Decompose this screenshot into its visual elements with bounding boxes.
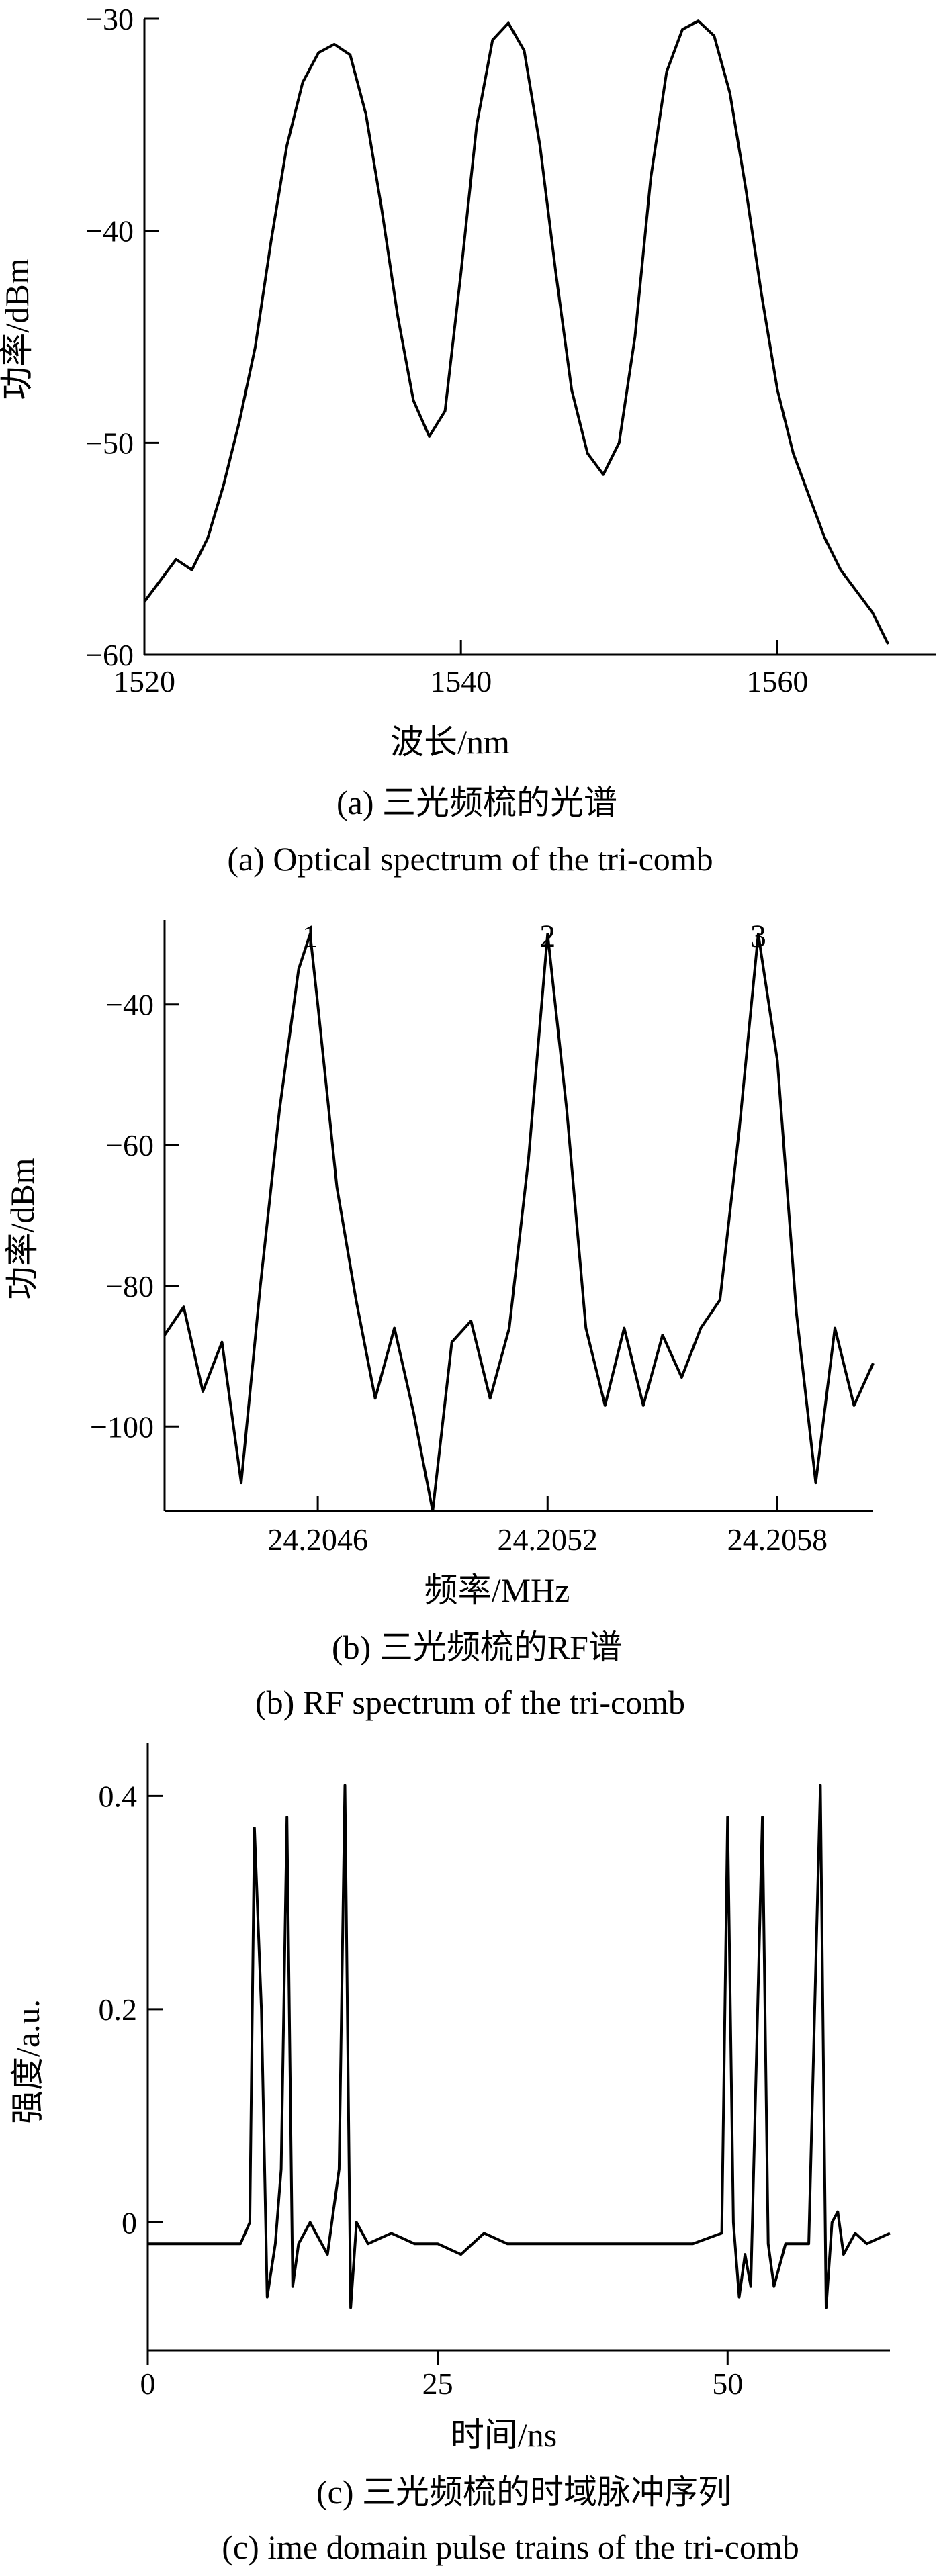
panel-a-ylabel: 功率/dBm <box>0 258 36 400</box>
peak-label: 1 <box>302 919 318 954</box>
panel-b-caption-en: (b) RF spectrum of the tri-comb <box>255 1684 685 1721</box>
x-tick-label: 1520 <box>114 664 175 698</box>
panel-c-pulse-trains: 0.4 0.2 0 0 25 50 强度/a.u. 时间/ns (c) 三光频梳的时域脉冲… <box>9 1743 891 2566</box>
panel-b-rf-spectrum: −40 −60 −80 −100 24.2046 24.2052 24.2058 1 2 3 功率… <box>3 919 875 1721</box>
y-tick-label: −80 <box>105 1269 154 1303</box>
panel-c-ylabel: 强度/a.u. <box>9 1999 46 2124</box>
panel-a-caption-en: (a) Optical spectrum of the tri-comb <box>227 840 713 878</box>
y-tick-label: −40 <box>85 214 134 248</box>
x-tick-label: 24.2052 <box>498 1522 598 1557</box>
y-tick-label: 0.4 <box>99 1779 138 1813</box>
panel-b-caption-cn: (b) 三光频梳的RF谱 <box>332 1628 622 1666</box>
panel-c-caption-cn: (c) 三光频梳的时域脉冲序列 <box>316 2473 731 2511</box>
panel-b-ylabel: 功率/dBm <box>3 1158 41 1299</box>
series-line <box>163 933 875 1512</box>
panel-c-plot-area: 0.4 0.2 0 0 25 50 <box>99 1743 891 2401</box>
y-tick-label: −60 <box>85 638 134 672</box>
x-tick-label: 1540 <box>430 664 492 698</box>
x-tick-label: 1560 <box>746 664 808 698</box>
y-tick-label: −100 <box>90 1410 154 1444</box>
y-tick-label: −30 <box>85 2 134 36</box>
panel-c-caption-en: (c) ime domain pulse trains of the tri-c… <box>222 2528 799 2566</box>
x-tick-label: 50 <box>712 2366 743 2401</box>
y-tick-label: −60 <box>105 1128 154 1162</box>
y-tick-label: 0.2 <box>99 1992 138 2027</box>
x-tick-label: 24.2058 <box>727 1522 828 1557</box>
panel-b-xlabel: 频率/MHz <box>424 1571 570 1609</box>
x-tick-label: 0 <box>140 2366 156 2401</box>
x-tick-label: 24.2046 <box>267 1522 368 1557</box>
series-line <box>148 1784 891 2309</box>
panel-a-caption-cn: (a) 三光频梳的光谱 <box>337 784 617 821</box>
y-tick-label: −50 <box>85 426 134 460</box>
series-line <box>143 19 890 645</box>
x-tick-label: 25 <box>422 2366 453 2401</box>
peak-label: 2 <box>539 919 555 954</box>
panel-c-xlabel: 时间/ns <box>451 2416 557 2454</box>
y-tick-label: −40 <box>105 988 154 1022</box>
panel-b-plot-area: −40 −60 −80 −100 24.2046 24.2052 24.2058 1 2 3 <box>90 919 875 1557</box>
peak-label: 3 <box>750 919 766 954</box>
y-tick-label: 0 <box>122 2205 137 2240</box>
panel-a-xlabel: 波长/nm <box>390 723 510 761</box>
